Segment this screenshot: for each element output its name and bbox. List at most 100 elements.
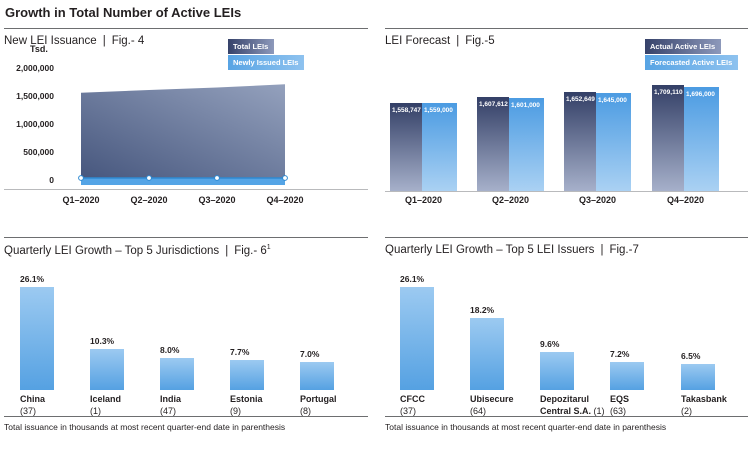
data-point-marker [282,175,288,181]
fig4-fig-label: Fig.- 4 [111,35,145,47]
growth-bar [610,362,644,390]
bar-category-label: Estonia (9) [230,394,263,416]
fig5-legend-forecasted-active-leis: Forecasted Active LEIs [645,55,739,70]
data-point-marker [78,175,84,181]
fig5-title-text: LEI Forecast [385,35,451,47]
bar-category-label: Ubisecure (64) [470,394,514,416]
fig5-legend-actual-active-leis: Actual Active LEIs [645,39,722,54]
forecast-value-label: 1,645,000 [598,97,627,104]
fig4-x-tick: Q1–2020 [62,195,99,205]
growth-bar [400,287,434,390]
fig7-title-text: Quarterly LEI Growth – Top 5 LEI Issuers [385,244,595,256]
forecasted-active-leis-bar: 1,601,000 [509,98,544,191]
fig4-title-text: New LEI Issuance [4,35,97,47]
forecast-value-label: 1,559,000 [424,107,453,114]
pct-label: 18.2% [470,305,495,315]
fig5-x-tick: Q3–2020 [578,195,617,205]
actual-value-label: 1,709,110 [654,89,683,96]
growth-bar [681,364,715,390]
fig4-y-tick: 0 [49,175,54,185]
pct-label: 7.0% [300,349,320,359]
pct-label: 26.1% [20,274,45,284]
fig6-bar-chart: 26.1% China (37) 10.3% Iceland (1) 8.0% India (4… [4,258,368,416]
divider-bottom-left [4,237,368,238]
bar-category-label: Depozitarul Central S.A. (1) [540,394,605,416]
footnote-divider-right [385,416,748,417]
title-separator: | [102,35,106,47]
fig4-svg: 2,000,000 1,500,000 1,000,000 500,000 0 Q1–20… [4,63,368,205]
forecasted-active-leis-bar: 1,645,000 [596,93,631,191]
newly-issued-leis-band [81,178,285,185]
pct-label: 7.7% [230,347,250,357]
pct-label: 9.6% [540,339,560,349]
fig6-title: Quarterly LEI Growth – Top 5 Jurisdictio… [4,244,271,257]
divider-top-right [385,28,748,29]
title-separator: | [600,244,604,256]
footnote-divider-left [4,416,368,417]
actual-active-leis-bar: 1,709,110 [652,85,684,191]
actual-active-leis-bar: 1,652,649 [564,92,596,191]
fig4-x-tick: Q2–2020 [130,195,167,205]
fig4-y-tick: 1,000,000 [16,119,54,129]
pct-label: 10.3% [90,336,115,346]
bar-category-label: Portugal (8) [300,394,337,416]
fig7-title: Quarterly LEI Growth – Top 5 LEI Issuers… [385,244,639,256]
title-separator: | [456,35,460,47]
fig5-x-axis-line [385,191,748,192]
fig6-title-text: Quarterly LEI Growth – Top 5 Jurisdictio… [4,244,220,257]
fig5-x-axis-labels: Q1–2020 Q2–2020 Q3–2020 Q4–2020 [385,195,748,209]
fig4-y-tick: 500,000 [23,147,54,157]
fig4-legend-total-leis: Total LEIs [228,39,275,54]
growth-bar [300,362,334,390]
data-point-marker [146,175,152,181]
growth-bar [540,352,574,390]
fig4-area-chart: 2,000,000 1,500,000 1,000,000 500,000 0 Q1–20… [4,58,368,210]
fig7-fig-label: Fig.-7 [609,244,639,256]
fig7-bar-chart: 26.1% CFCC (37) 18.2% Ubisecure (64) 9.6% Depoz… [385,258,748,416]
fig4-x-tick: Q3–2020 [198,195,235,205]
growth-bar [470,318,504,390]
bar-category-label: Iceland (1) [90,394,122,416]
fig5-bar-chart: 1,558,747 1,559,000 1,607,612 1,601,000 1,65… [385,85,748,191]
growth-bar [20,287,54,390]
actual-active-leis-bar: 1,558,747 [390,103,422,191]
fig4-legend-newly-issued-leis: Newly Issued LEIs [228,55,305,70]
growth-bar [90,349,124,390]
actual-active-leis-bar: 1,607,612 [477,97,509,191]
fig6-fig-label: Fig.- 6 [234,244,267,257]
bar-category-label: CFCC (37) [400,394,425,416]
pct-label: 6.5% [681,351,701,361]
bar-category-label: Takasbank (2) [681,394,727,416]
fig6-footnote-marker: 1 [266,244,271,251]
page-title: Growth in Total Number of Active LEIs [5,5,242,20]
fig5-title: LEI Forecast | Fig.-5 [385,35,495,47]
pct-label: 8.0% [160,345,180,355]
actual-value-label: 1,558,747 [392,107,421,114]
divider-top-left [4,28,368,29]
fig4-title: New LEI Issuance | Fig.- 4 [4,35,144,47]
data-point-marker [214,175,220,181]
bar-category-label: EQS (63) [610,394,630,416]
growth-bar [160,358,194,390]
fig4-unit-label: Tsd. [30,44,48,54]
footnote-right: Total issuance in thousands at most rece… [385,422,667,432]
fig4-y-tick: 1,500,000 [16,91,54,101]
forecast-value-label: 1,601,000 [511,102,540,109]
footnote-left: Total issuance in thousands at most rece… [4,422,286,432]
title-separator: | [225,244,229,257]
fig4-y-tick: 2,000,000 [16,63,54,73]
fig4-x-tick: Q4–2020 [266,195,303,205]
actual-value-label: 1,652,649 [566,96,595,103]
bar-category-label: India (47) [160,394,182,416]
fig5-x-tick: Q1–2020 [404,195,443,205]
pct-label: 7.2% [610,349,630,359]
fig5-x-tick: Q4–2020 [666,195,705,205]
fig5-x-tick: Q2–2020 [491,195,530,205]
total-leis-area [81,84,285,178]
forecasted-active-leis-bar: 1,696,000 [684,87,719,191]
actual-value-label: 1,607,612 [479,101,508,108]
divider-bottom-right [385,237,748,238]
growth-bar [230,360,264,390]
forecasted-active-leis-bar: 1,559,000 [422,103,457,191]
